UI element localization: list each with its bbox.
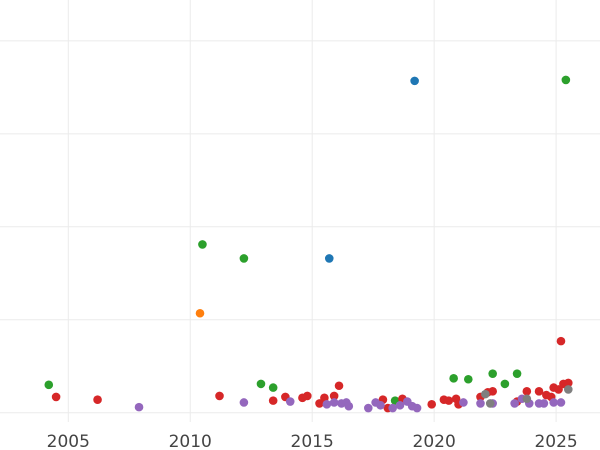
scatter-point	[522, 387, 532, 396]
scatter-point	[481, 389, 490, 399]
x-tick-labels: 2005 2010 2015 2020 2025	[47, 432, 578, 450]
scatter-point	[93, 395, 102, 404]
scatter-point	[363, 403, 373, 413]
scatter-point	[344, 401, 354, 411]
x-tick-label: 2005	[47, 432, 90, 450]
scatter-point	[563, 385, 573, 394]
scatter-point	[329, 398, 339, 407]
x-tick-label: 2015	[291, 432, 334, 450]
scatter-point	[376, 400, 385, 410]
scatter-point	[198, 240, 207, 249]
scatter-point	[51, 392, 61, 402]
x-tick-label: 2025	[534, 432, 577, 450]
scatter-point	[315, 399, 324, 408]
scatter-point	[268, 396, 278, 405]
scatter-point	[512, 369, 522, 378]
scatter-point	[444, 396, 454, 405]
scatter-point	[563, 378, 573, 388]
scatter-point	[449, 374, 458, 383]
scatter-point	[556, 398, 566, 407]
scatter-point	[534, 387, 544, 396]
scatter-point	[322, 400, 332, 409]
scatter-point	[463, 374, 473, 384]
scatter-point	[476, 399, 485, 408]
x-tick-label: 2010	[169, 432, 212, 450]
scatter-point	[256, 379, 266, 389]
scatter-point	[561, 75, 571, 85]
scatter-point	[522, 394, 532, 404]
scatter-point	[539, 399, 549, 408]
scatter-point	[303, 391, 312, 401]
data-points	[44, 75, 573, 413]
scatter-point	[44, 380, 54, 390]
scatter-point	[500, 379, 510, 389]
scatter-point	[554, 385, 563, 394]
scatter-point	[510, 399, 519, 408]
scatter-point	[239, 254, 249, 263]
scatter-point	[334, 381, 344, 391]
scatter-point	[427, 400, 437, 409]
scatter-point	[459, 398, 468, 407]
scatter-point	[329, 391, 339, 401]
scatter-point	[388, 403, 397, 413]
scatter-point	[488, 387, 497, 396]
grid-lines	[0, 0, 600, 422]
scatter-point	[395, 400, 405, 410]
scatter-point	[488, 369, 497, 378]
x-tick-label: 2020	[413, 432, 456, 450]
scatter-point	[556, 336, 566, 346]
scatter-point	[285, 397, 295, 406]
scatter-point	[549, 398, 558, 407]
scatter-point	[268, 383, 278, 392]
scatter-point	[195, 308, 205, 318]
scatter-point	[485, 399, 495, 408]
scatter-point	[320, 393, 329, 403]
scatter-point	[412, 403, 422, 413]
scatter-point	[239, 398, 249, 407]
scatter-point	[410, 76, 419, 86]
scatter-point	[324, 254, 334, 263]
scatter-point	[134, 402, 144, 412]
scatter-point	[215, 391, 224, 401]
